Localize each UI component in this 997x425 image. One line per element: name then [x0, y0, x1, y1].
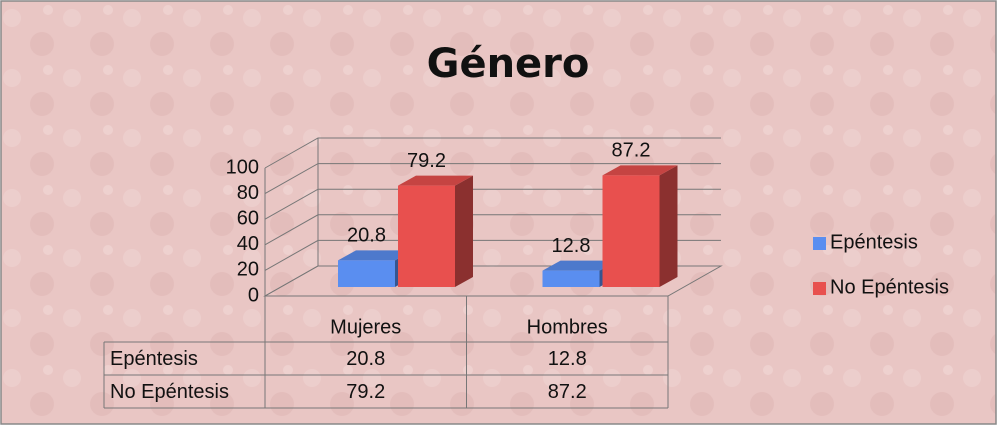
bar-front	[398, 185, 455, 287]
y-tick-label: 100	[226, 156, 259, 178]
y-tick-label: 60	[237, 207, 259, 229]
data-label: 79.2	[407, 150, 446, 172]
bar-top	[338, 250, 413, 261]
bar-top	[398, 175, 473, 186]
bar	[398, 175, 473, 287]
legend-swatch	[813, 282, 826, 295]
y-tick-label: 80	[237, 182, 259, 204]
bar-side	[455, 175, 473, 287]
table-cell: 79.2	[346, 381, 385, 403]
table-row-header: No Epéntesis	[110, 381, 229, 403]
bar-front	[602, 175, 660, 287]
y-tick-label: 40	[237, 233, 259, 255]
bar	[602, 165, 678, 287]
table-cell: 12.8	[548, 348, 587, 370]
table-cell: 87.2	[548, 381, 587, 403]
y-tick-label: 20	[237, 259, 259, 281]
data-label: 87.2	[612, 140, 651, 162]
legend-label: Epéntesis	[830, 231, 918, 253]
chart-title: Género	[427, 41, 590, 87]
legend-label: No Epéntesis	[830, 276, 949, 298]
x-tick-label: Mujeres	[330, 316, 401, 338]
table-cell: 20.8	[346, 348, 385, 370]
bar-top	[542, 260, 618, 271]
bar-front	[338, 260, 395, 287]
table-row-header: Epéntesis	[110, 348, 198, 370]
data-label: 12.8	[552, 235, 591, 257]
bar-front	[542, 270, 600, 287]
y-tick-label: 0	[248, 284, 259, 306]
legend-swatch	[813, 237, 826, 250]
bar-top	[602, 165, 678, 176]
bar-side	[659, 165, 678, 287]
data-label: 20.8	[347, 225, 386, 247]
x-tick-label: Hombres	[527, 316, 608, 338]
